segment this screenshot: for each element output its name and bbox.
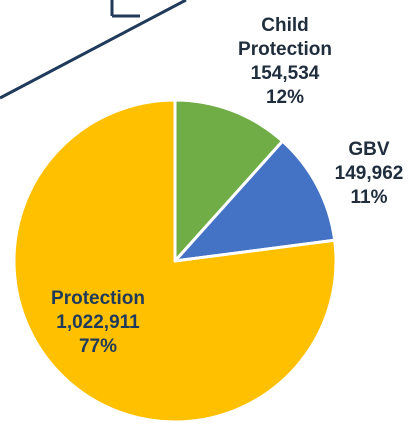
- slice-percent: 12%: [265, 87, 305, 108]
- slice-label-child-protection: Child Protection 154,534 12%: [220, 14, 350, 110]
- slice-name: Child Protection: [238, 15, 332, 60]
- slice-name: Protection: [51, 288, 145, 309]
- pie-slice-gbv: [173, 139, 337, 263]
- pie-slice-child-protection: [173, 98, 285, 263]
- slice-name: GBV: [348, 139, 390, 160]
- decorative-line-top-left: [0, 0, 187, 100]
- slice-value: 154,534: [250, 63, 320, 84]
- pie-slice-protection: [12, 98, 338, 424]
- slice-label-protection: Protection 1,022,911 77%: [30, 287, 166, 359]
- slice-percent: 11%: [350, 187, 388, 208]
- slice-label-gbv: GBV 149,962 11%: [326, 138, 412, 210]
- slice-percent: 77%: [78, 336, 118, 357]
- slice-value: 1,022,911: [56, 312, 140, 333]
- pie-slices: [12, 98, 338, 424]
- slice-value: 149,962: [334, 163, 404, 184]
